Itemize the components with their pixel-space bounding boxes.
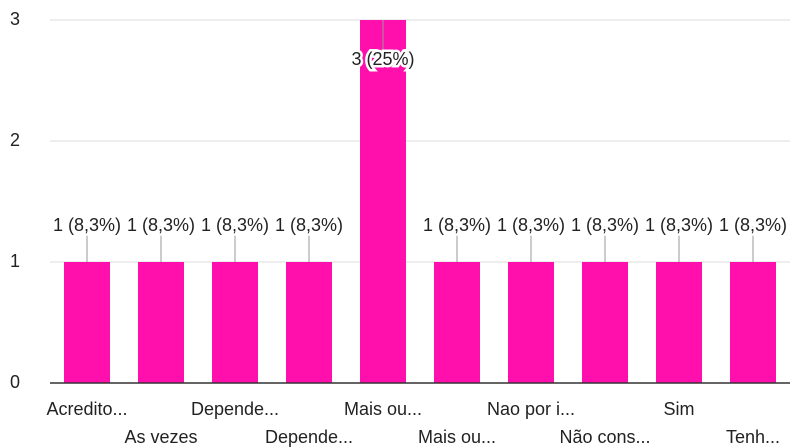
data-label: 1 (8,3%) (423, 215, 491, 235)
x-tick-label: Nao por i... (487, 399, 575, 419)
data-label: 1 (8,3%) (201, 215, 269, 235)
y-tick-label: 1 (10, 251, 20, 271)
bar (64, 262, 110, 383)
y-tick-label: 0 (10, 372, 20, 392)
data-label: 3 (25%) (351, 49, 414, 69)
bar (730, 262, 776, 383)
x-tick-label: Mais ou... (344, 399, 422, 419)
y-tick-label: 2 (10, 130, 20, 150)
bar (508, 262, 554, 383)
data-label: 1 (8,3%) (497, 215, 565, 235)
x-tick-label: Depende... (265, 427, 353, 447)
data-label: 1 (8,3%) (275, 215, 343, 235)
bar (434, 262, 480, 383)
data-label: 1 (8,3%) (719, 215, 787, 235)
bar (138, 262, 184, 383)
y-tick-label: 3 (10, 9, 20, 29)
bar (360, 20, 406, 383)
x-tick-label: Mais ou... (418, 427, 496, 447)
bar (656, 262, 702, 383)
x-tick-label: Sim (664, 399, 695, 419)
data-label: 1 (8,3%) (645, 215, 713, 235)
data-label: 1 (8,3%) (127, 215, 195, 235)
x-tick-label: Depende... (191, 399, 279, 419)
bar (212, 262, 258, 383)
x-tick-label: Tenh... (726, 427, 780, 447)
bar (286, 262, 332, 383)
data-label: 1 (8,3%) (571, 215, 639, 235)
x-tick-label: As vezes (124, 427, 197, 447)
bar (582, 262, 628, 383)
x-tick-label: Acredito... (46, 399, 127, 419)
data-label: 1 (8,3%) (53, 215, 121, 235)
x-tick-label: Não cons... (559, 427, 650, 447)
